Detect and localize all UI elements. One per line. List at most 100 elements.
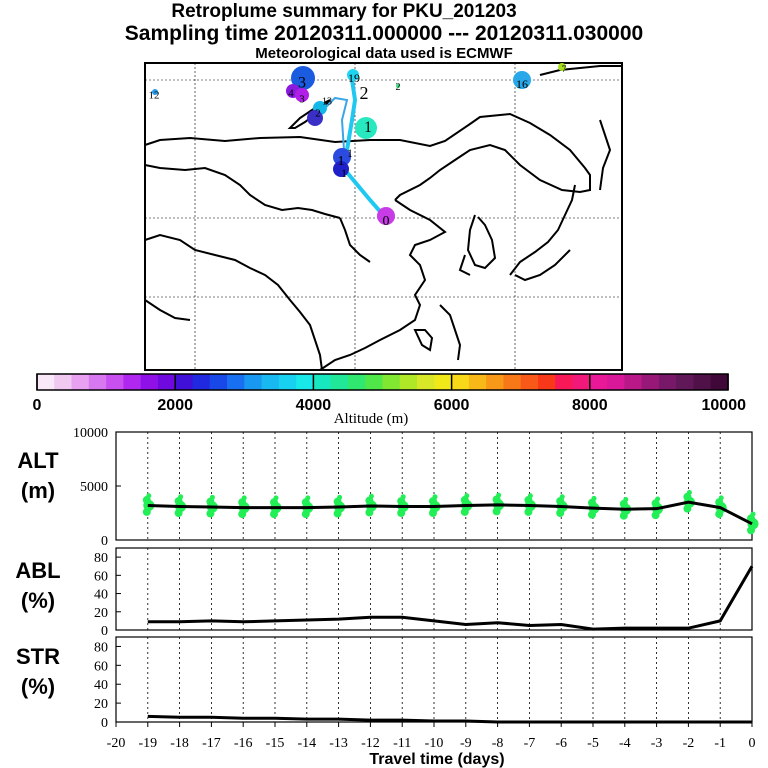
colorbar-swatch: [417, 374, 435, 390]
chart-title: Retroplume summary for PKU_201203: [171, 1, 517, 22]
x-tick-label: -20: [107, 736, 126, 751]
colorbar-swatch: [227, 374, 245, 390]
series-line: [147, 565, 754, 631]
colorbar-swatch: [520, 374, 539, 390]
cluster-label: 3: [299, 94, 305, 106]
scatter-point: [750, 511, 756, 517]
scatter-point: [591, 495, 597, 501]
x-tick-label: -2: [683, 736, 695, 751]
sampling-time: Sampling time 20120311.000000 --- 201203…: [124, 22, 644, 45]
cluster-marker: [396, 84, 400, 88]
colorbar-swatch: [37, 374, 55, 390]
colorbar-tick-label: 8000: [572, 397, 608, 414]
map-gridlines: [145, 63, 622, 370]
y-tick-label: 80: [94, 640, 108, 655]
cluster-marker: [355, 117, 377, 139]
colorbar-tick-label: 4000: [296, 397, 332, 414]
panel-label: ABL: [15, 558, 60, 583]
x-tick-label: -12: [361, 736, 380, 751]
cluster-label: 16: [516, 77, 528, 91]
cluster-marker: [295, 88, 309, 102]
colorbar-tick-label: 10000: [702, 397, 747, 414]
scatter-point: [178, 494, 184, 500]
y-tick-label: 60: [94, 569, 108, 584]
y-tick-label: 0: [101, 624, 108, 639]
y-tick-label: 40: [94, 588, 108, 603]
panel-str: 80 60 40 20 0 STR (%): [16, 636, 753, 731]
colorbar-swatch: [313, 374, 332, 390]
cluster-markers: [152, 63, 566, 225]
y-tick-label: 0: [101, 534, 108, 549]
colorbar-swatch: [347, 374, 366, 390]
panel-unit: (%): [21, 674, 55, 699]
colorbar-swatch: [503, 374, 522, 390]
cluster-marker: [558, 63, 566, 71]
y-tick-label: 10000: [73, 426, 108, 441]
colorbar-swatch: [278, 374, 297, 390]
scatter-point: [559, 494, 565, 500]
colorbar-swatch: [607, 374, 625, 390]
colorbar-swatch: [365, 374, 384, 390]
cluster-label: 0: [383, 214, 390, 229]
colorbar: 0 2000 4000 6000 8000 10000 Altitude (m): [33, 373, 747, 427]
scatter-point: [527, 493, 533, 499]
y-tick-label: 0: [101, 716, 108, 731]
colorbar-swatch: [624, 374, 643, 390]
x-axis: -20 -19 -18 -17 -16 -15 -14 -13 -12 -11 -10 -9 -8 -7-…: [107, 722, 756, 768]
scatter-point: [209, 494, 215, 500]
colorbar-swatch: [710, 374, 729, 390]
cluster-label: 3: [298, 75, 306, 92]
scatter-point: [368, 493, 374, 499]
cluster-label: 12: [149, 90, 160, 102]
colorbar-swatch: [175, 374, 194, 390]
x-tick-label: -1: [714, 736, 726, 751]
colorbar-tick-label: 6000: [434, 397, 470, 414]
colorbar-swatch: [123, 374, 142, 390]
colorbar-swatch: [296, 374, 314, 390]
x-tick-label: -17: [202, 736, 221, 751]
colorbar-swatch: [106, 374, 124, 390]
cluster-marker: [291, 66, 315, 90]
x-tick-label: -13: [329, 736, 348, 751]
x-tick-label: -9: [460, 736, 472, 751]
scatter-point: [146, 493, 152, 499]
cluster-label: 1: [364, 119, 372, 136]
panel-alt: 10000 5000 0 ALT (m): [17, 426, 759, 549]
series-line: [147, 714, 752, 724]
colorbar-swatch: [209, 374, 228, 390]
panel-frame: [115, 636, 753, 723]
scatter-point: [655, 496, 661, 502]
y-tick-label: 20: [94, 697, 108, 712]
colorbar-label: Altitude (m): [334, 411, 409, 427]
x-tick-label: -4: [619, 736, 631, 751]
y-tick-label: 5000: [80, 480, 108, 495]
colorbar-swatch: [399, 374, 418, 390]
colorbar-swatch: [658, 374, 677, 390]
colorbar-swatch: [157, 374, 176, 390]
cluster-marker: [333, 161, 349, 177]
colorbar-swatch: [486, 374, 505, 390]
x-tick-label: -7: [524, 736, 536, 751]
colorbar-swatch: [382, 374, 401, 390]
x-tick-label: -11: [393, 736, 411, 751]
x-tick-label: -3: [651, 736, 663, 751]
x-tick-label: -16: [234, 736, 253, 751]
colorbar-swatch: [589, 374, 608, 390]
y-tick-label: 80: [94, 551, 108, 566]
cluster-marker: [307, 110, 323, 126]
colorbar-tick-label: 0: [33, 397, 42, 414]
colorbar-swatch: [244, 374, 263, 390]
scatter-point: [718, 495, 724, 501]
panel-abl: 80 60 40 20 0 ABL (%): [15, 547, 754, 639]
cluster-label: 13: [322, 96, 332, 107]
cluster-marker: [333, 148, 351, 166]
x-tick-label: -8: [492, 736, 504, 751]
y-tick-label: 60: [94, 659, 108, 674]
cluster-marker: [152, 89, 158, 95]
colorbar-swatch: [192, 374, 211, 390]
panel-unit: (m): [21, 478, 55, 503]
colorbar-swatch: [693, 374, 712, 390]
panel-unit: (%): [21, 588, 55, 613]
time-series-panels: 10000 5000 0 ALT (m) 80 60 40 20 0 ABL (%) 80 60 40 20 0…: [15, 426, 759, 768]
